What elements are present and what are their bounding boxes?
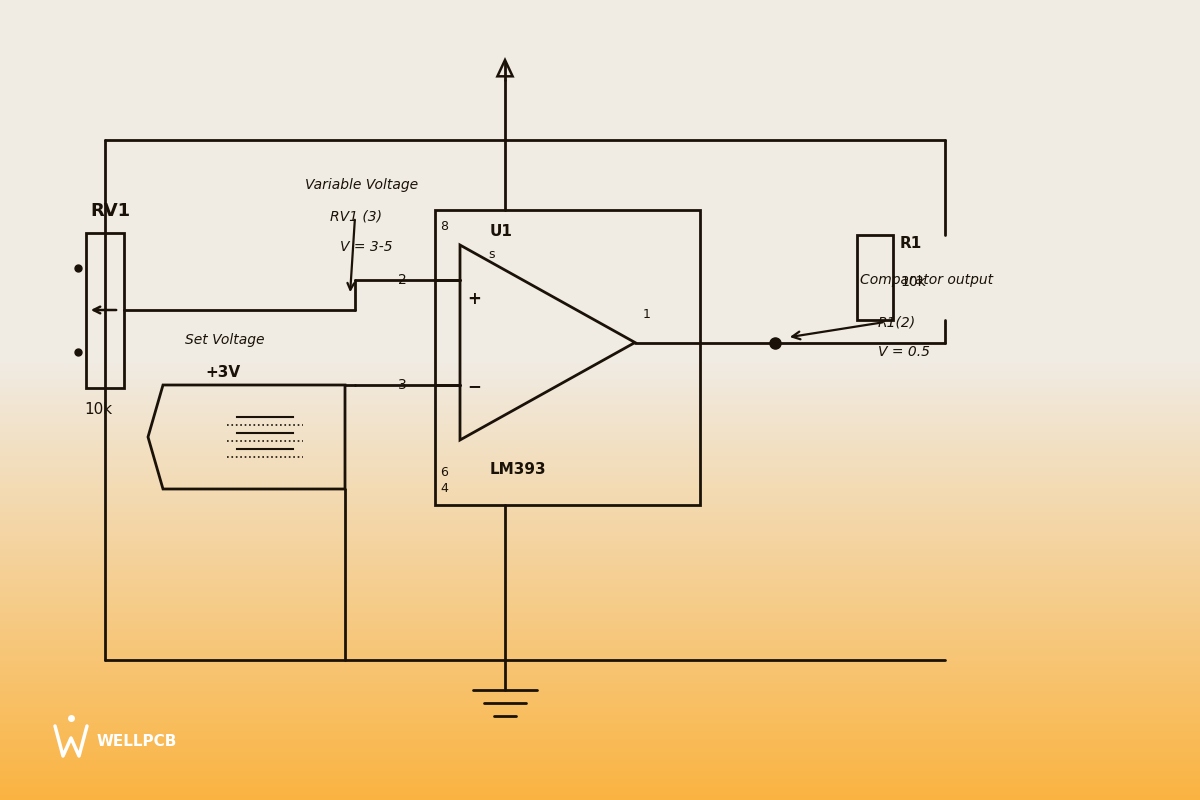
Text: R1(2): R1(2) bbox=[878, 315, 916, 329]
Text: 2: 2 bbox=[398, 273, 407, 287]
Text: V = 0.5: V = 0.5 bbox=[878, 345, 930, 359]
Text: +3V: +3V bbox=[205, 366, 240, 381]
Text: 4: 4 bbox=[440, 482, 448, 495]
Text: R1: R1 bbox=[900, 235, 923, 250]
Text: Comparator output: Comparator output bbox=[860, 273, 994, 287]
Text: 6: 6 bbox=[440, 466, 448, 479]
Text: LM393: LM393 bbox=[490, 462, 547, 478]
Text: Set Voltage: Set Voltage bbox=[185, 333, 264, 347]
Text: −: − bbox=[467, 378, 481, 395]
Text: +: + bbox=[467, 290, 481, 308]
Text: s: s bbox=[488, 248, 494, 261]
Bar bbox=[434, 210, 700, 505]
Bar bbox=[857, 235, 893, 320]
Text: 10k: 10k bbox=[900, 275, 925, 289]
Text: V = 3-5: V = 3-5 bbox=[340, 240, 392, 254]
Text: Variable Voltage: Variable Voltage bbox=[305, 178, 418, 192]
Text: RV1 (3): RV1 (3) bbox=[330, 210, 382, 224]
Text: WELLPCB: WELLPCB bbox=[97, 734, 178, 749]
Text: U1: U1 bbox=[490, 225, 512, 239]
Bar bbox=[86, 233, 124, 387]
Text: RV1: RV1 bbox=[90, 202, 130, 219]
Text: 8: 8 bbox=[440, 220, 448, 233]
Text: 3: 3 bbox=[398, 378, 407, 392]
Text: 10k: 10k bbox=[84, 402, 112, 417]
Text: 1: 1 bbox=[643, 307, 650, 321]
